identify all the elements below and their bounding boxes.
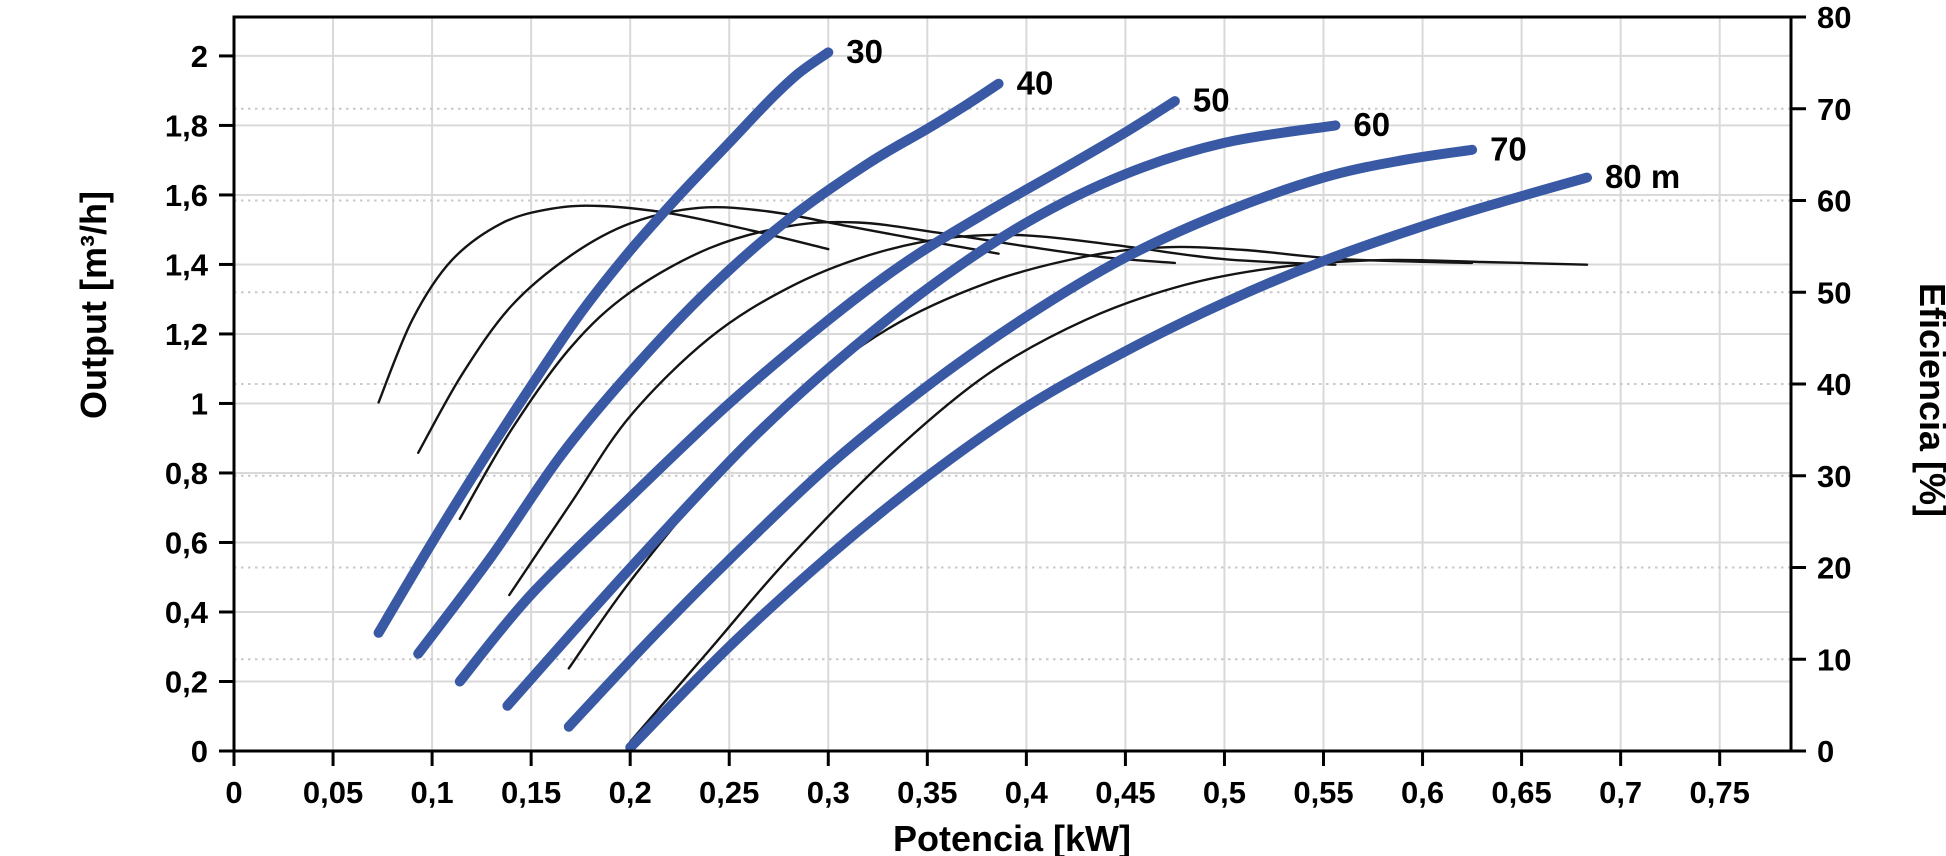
x-tick-label: 0,2: [609, 775, 652, 810]
y-right-tick-label: 0: [1817, 734, 1834, 769]
y-left-tick-label: 1,6: [165, 178, 208, 213]
y-right-tick-label: 60: [1817, 184, 1851, 219]
head-curve-30: [373, 47, 834, 638]
x-axis-title: Potencia [kW]: [893, 818, 1131, 856]
head-curve-70: [563, 144, 1478, 732]
x-tick-label: 0,7: [1599, 775, 1642, 810]
x-tick-label: 0,5: [1203, 775, 1246, 810]
x-tick-label: 0,4: [1005, 775, 1049, 810]
x-tick-label: 0,35: [897, 775, 957, 810]
y-right-tick-label: 50: [1817, 275, 1851, 310]
y-left-tick-label: 0,8: [165, 456, 208, 491]
curve-labels: 30 40 50 60 70 80 m: [846, 33, 1680, 195]
y-left-tick-label: 0,6: [165, 526, 208, 561]
y-axis-title-left: Output [m³/h]: [73, 191, 114, 419]
efficiency-curve-80: [629, 258, 1589, 743]
head-curve-label-80: 80 m: [1605, 158, 1680, 195]
head-curve-60: [502, 120, 1341, 711]
head-curve-label-60: 60: [1353, 106, 1390, 143]
y-right-tick-label: 70: [1817, 92, 1851, 127]
x-tick-label: 0,3: [807, 775, 850, 810]
x-tick-label: 0,55: [1293, 775, 1353, 810]
efficiency-curve-30: [377, 204, 830, 404]
y-right-tick-label: 30: [1817, 459, 1851, 494]
curves: [373, 47, 1592, 753]
head-curve-label-40: 40: [1017, 64, 1054, 101]
x-tick-label: 0,75: [1690, 775, 1750, 810]
x-tick-label: 0,6: [1401, 775, 1444, 810]
y-right-tick-label: 80: [1817, 0, 1851, 35]
x-tick-label: 0,45: [1095, 775, 1155, 810]
head-curve-label-30: 30: [846, 33, 883, 70]
head-curve-80: [625, 172, 1592, 753]
y-left-tick-label: 1,8: [165, 109, 208, 144]
x-tick-label: 0,25: [699, 775, 759, 810]
head-curve-label-70: 70: [1490, 130, 1527, 167]
y-right-tick-label: 10: [1817, 642, 1851, 677]
x-tick-label: 0,65: [1491, 775, 1551, 810]
y-axis-title-right: Eficiencia [%]: [1912, 283, 1946, 517]
axes: [219, 15, 1806, 766]
y-left-tick-label: 1: [191, 387, 208, 422]
y-left-tick-label: 0,4: [165, 595, 209, 630]
y-right-tick-label: 20: [1817, 551, 1851, 586]
y-left-tick-label: 1,4: [165, 248, 209, 283]
x-tick-label: 0: [225, 775, 242, 810]
head-curve-40: [413, 78, 1004, 659]
head-curve-label-50: 50: [1193, 82, 1230, 119]
y-left-tick-label: 0,2: [165, 665, 208, 700]
y-left-tick-label: 1,2: [165, 317, 208, 352]
y-left-tick-label: 0: [191, 734, 208, 769]
efficiency-curve-70: [567, 245, 1474, 670]
gridlines: [234, 17, 1791, 751]
y-left-tick-label: 2: [191, 39, 208, 74]
x-tick-label: 0,05: [303, 775, 363, 810]
y-right-tick-label: 40: [1817, 367, 1851, 402]
x-tick-label: 0,1: [411, 775, 454, 810]
efficiency-curve-60: [508, 233, 1337, 597]
head-curve-50: [454, 96, 1180, 687]
tick-labels: 0 0,05 0,1 0,15 0,2 0,25 0,3 0,35 0,4 0,45 0,5 0,55…: [165, 0, 1852, 810]
x-tick-label: 0,15: [501, 775, 561, 810]
